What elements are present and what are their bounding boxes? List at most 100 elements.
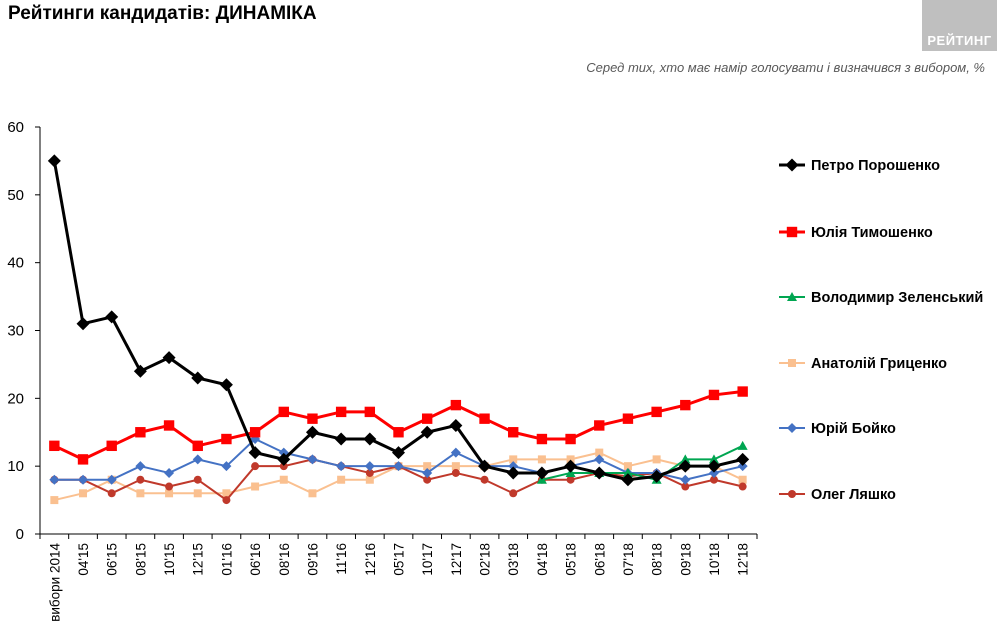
marker-square [278,406,289,418]
marker-circle [681,482,690,491]
marker-square [708,389,720,401]
marker-square [508,427,519,438]
marker-diamond [133,364,147,378]
chart-legend: Петро Порошенко Юлія Тимошенко Володимир З… [779,158,983,503]
marker-square [652,455,661,464]
marker-square [335,406,347,418]
marker-diamond [307,454,318,465]
marker-diamond [364,461,375,472]
legend-item: Володимир Зеленський [779,290,983,306]
marker-square [738,475,747,484]
marker-circle [738,482,747,491]
marker-triangle [622,467,633,477]
marker-square [565,433,576,445]
marker-diamond [135,461,146,472]
marker-circle [509,489,518,498]
marker-diamond [363,432,377,446]
marker-square [393,427,404,438]
marker-diamond [164,467,175,478]
marker-diamond [680,474,691,485]
marker-diamond [449,418,463,432]
marker-circle [107,489,116,498]
x-tick-label: 11'16 [334,543,349,575]
marker-square [595,448,604,457]
marker-diamond [450,447,461,458]
x-tick-label: 12'16 [363,543,378,576]
y-tick-label: 50 [7,187,24,204]
marker-diamond [162,351,176,365]
marker-square [337,475,346,484]
x-tick-label: 10'15 [162,543,177,576]
series-1 [49,386,748,465]
marker-square [79,489,88,498]
x-tick-label: 04'15 [76,543,91,576]
marker-diamond [76,317,90,331]
x-tick-label: 08'16 [277,543,292,576]
marker-diamond [105,310,119,324]
marker-circle [788,490,796,498]
marker-square [680,399,691,411]
x-tick-label: 01'16 [219,543,234,576]
marker-diamond [392,446,405,460]
marker-square [364,406,376,418]
marker-square [135,427,146,438]
marker-triangle [787,292,797,301]
marker-diamond [47,154,61,168]
marker-diamond [787,423,797,433]
y-tick-label: 10 [7,458,24,475]
marker-square [622,413,634,424]
marker-square [221,433,232,445]
x-tick-label: 09'18 [678,543,693,576]
marker-circle [566,475,575,484]
series-line [54,438,743,481]
marker-circle [165,482,174,491]
y-tick-label: 40 [7,255,24,272]
marker-square [786,226,798,238]
marker-diamond [508,461,519,472]
marker-square [136,489,145,498]
marker-square [165,489,174,498]
x-tick-label: 08'18 [650,543,665,576]
marker-circle [480,475,489,484]
marker-square [450,399,462,411]
marker-diamond [277,452,291,466]
x-tick-label: 03'18 [506,543,521,576]
marker-square [307,413,318,424]
chart-subtitle: Серед тих, хто має намір голосувати і ви… [586,60,985,75]
marker-triangle [708,454,719,464]
marker-square [365,475,374,484]
legend-item: Петро Порошенко [779,158,940,174]
marker-square [651,406,662,418]
marker-square [308,489,317,498]
marker-diamond [506,466,520,480]
legend-item: Олег Ляшко [779,487,896,503]
marker-square [163,420,175,431]
x-tick-label: 06'18 [592,543,607,576]
marker-diamond [420,425,434,439]
marker-triangle [680,454,691,464]
y-tick-label: 30 [7,323,24,340]
x-tick-label: 12'18 [736,543,751,576]
marker-square [537,455,546,464]
marker-diamond [592,466,606,480]
marker-diamond [393,461,404,472]
x-tick-label: 12'17 [449,543,464,576]
marker-triangle [737,440,748,450]
legend-item: Анатолій Гриценко [779,356,947,372]
series-0 [47,154,750,487]
chart-series [47,154,750,505]
marker-diamond [248,446,262,460]
chart-axes: 0 10 20 30 40 50 60 вибори 2014 04'15 06'15 08'15 1… [7,119,758,622]
marker-diamond [478,459,492,473]
marker-circle [136,475,145,484]
marker-diamond [707,459,721,473]
marker-diamond [78,474,89,485]
marker-diamond [336,461,347,472]
marker-circle [222,496,231,505]
marker-square [451,462,460,471]
x-tick-label: 08'15 [133,543,148,576]
marker-diamond [334,432,348,446]
marker-square [536,433,548,445]
marker-diamond [650,469,664,483]
